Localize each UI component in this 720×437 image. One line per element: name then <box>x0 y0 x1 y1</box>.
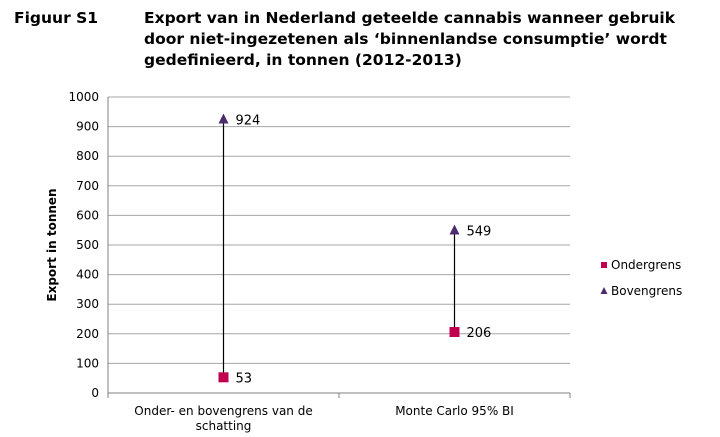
x-category-label: Onder- en bovengrens van de schatting <box>134 404 312 433</box>
x-category-label: Monte Carlo 95% BI <box>395 404 514 418</box>
data-point-ondergrens <box>449 327 460 338</box>
y-tick-label: 400 <box>76 268 99 282</box>
y-tick-label: 300 <box>76 297 99 311</box>
y-tick-label: 100 <box>76 356 99 370</box>
x-category-label-line: Onder- en bovengrens van de <box>134 404 312 418</box>
y-tick-label: 600 <box>76 208 99 222</box>
data-point-ondergrens <box>218 372 229 383</box>
legend-label: Bovengrens <box>611 284 682 298</box>
y-tick-label: 800 <box>76 149 99 163</box>
data-point-bovengrens <box>449 224 460 235</box>
figure-label: Figuur S1 <box>14 9 99 27</box>
data-label: 53 <box>236 371 253 386</box>
legend-label: Ondergrens <box>611 258 681 272</box>
data-label: 924 <box>236 113 261 128</box>
x-category-label-line: Monte Carlo 95% BI <box>395 404 514 418</box>
y-tick-label: 200 <box>76 327 99 341</box>
data-label: 549 <box>467 224 492 239</box>
y-axis-label: Export in tonnen <box>45 188 59 301</box>
y-tick-label: 900 <box>76 120 99 134</box>
figure-title-block: Figuur S1 Export van in Nederland geteel… <box>14 8 714 71</box>
y-tick-label: 500 <box>76 238 99 252</box>
y-tick-label: 1000 <box>68 90 99 104</box>
data-point-bovengrens <box>218 113 229 124</box>
x-category-label-line: schatting <box>196 419 252 433</box>
data-label: 206 <box>467 326 492 341</box>
figure-title: Export van in Nederland geteelde cannabi… <box>144 9 676 69</box>
legend-marker-bovengrens <box>600 287 608 294</box>
y-tick-label: 0 <box>91 386 99 400</box>
legend-marker-ondergrens <box>601 262 607 268</box>
y-tick-label: 700 <box>76 179 99 193</box>
